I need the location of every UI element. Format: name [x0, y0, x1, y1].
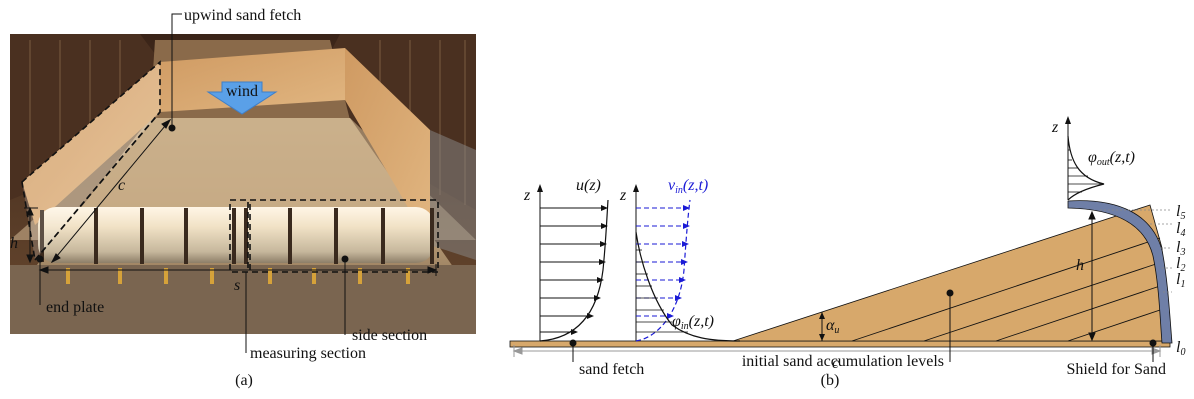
- alpha-label: αu: [826, 317, 839, 336]
- leader-lines-a: [39, 13, 346, 353]
- leader-dots-b: [569, 289, 1157, 347]
- upwind-sand-fetch-label: upwind sand fetch: [184, 7, 301, 24]
- caption-a: (a): [235, 372, 253, 389]
- wind-label: wind: [226, 83, 258, 100]
- measuring-section-box: [229, 199, 249, 273]
- dimension-s-label: s: [234, 277, 240, 294]
- sand-traps: [38, 207, 434, 284]
- sand-fetch-label: sand fetch: [579, 361, 644, 378]
- angle-alpha: [819, 312, 825, 341]
- sand-shield: [1067, 200, 1173, 344]
- ground-strip: [509, 340, 1171, 348]
- z-axis-label-3: z: [1051, 119, 1059, 136]
- side-section-box: [249, 199, 439, 273]
- level-labels: l0 l1 l2 l3 l4 l5: [1176, 203, 1185, 358]
- svg-text:l2: l2: [1176, 255, 1185, 274]
- dashed-outlines: [21, 60, 439, 273]
- dimension-c: [50, 118, 172, 264]
- svg-text:l0: l0: [1176, 339, 1185, 358]
- initial-levels-label: initial sand accumulation levels: [742, 353, 944, 370]
- svg-text:l1: l1: [1176, 271, 1185, 290]
- svg-text:l4: l4: [1176, 220, 1185, 239]
- dimension-c-label: c: [118, 177, 125, 194]
- wind-arrow-icon: [206, 81, 278, 115]
- shield-label: Shield for Sand: [1066, 361, 1166, 378]
- phi-in-label: φin(z,t): [672, 313, 714, 332]
- dimension-h-b-label: h: [1076, 257, 1084, 274]
- v-in-label: vin(z,t): [668, 177, 708, 196]
- dimension-h-b: [1088, 210, 1096, 342]
- panel-b: l0 l1 l2 l3 l4 l5: [509, 116, 1185, 389]
- level-reference-lines: [1100, 209, 1172, 293]
- leader-dots-a: [36, 124, 349, 263]
- sand-accumulation-wedge: [732, 204, 1165, 342]
- side-section-label: side section: [352, 327, 427, 344]
- velocity-profile-vin: [633, 184, 741, 342]
- svg-text:l5: l5: [1176, 203, 1185, 222]
- flux-profile-out: [1065, 116, 1105, 201]
- end-plate-label: end plate: [46, 299, 104, 316]
- caption-b: (b): [821, 372, 840, 389]
- dimension-c-b: [512, 345, 1162, 357]
- svg-text:l3: l3: [1176, 239, 1185, 258]
- dimension-s: [38, 264, 438, 276]
- wind-tunnel-photo: [10, 34, 476, 334]
- velocity-profile-u: [537, 184, 609, 342]
- z-axis-label-2: z: [619, 187, 627, 204]
- panel-a: wind c h s: [10, 7, 476, 389]
- end-plate-glass: [22, 62, 160, 260]
- dimension-h-label: h: [10, 235, 18, 252]
- z-axis-label-1: z: [523, 187, 531, 204]
- accumulation-level-lines: [851, 237, 1164, 342]
- phi-out-label: φout(z,t): [1088, 149, 1135, 168]
- measuring-section-label: measuring section: [250, 345, 366, 362]
- u-z-label: u(z): [576, 177, 601, 194]
- dimension-h: [24, 206, 38, 264]
- dimension-c-b-label: c: [832, 355, 839, 372]
